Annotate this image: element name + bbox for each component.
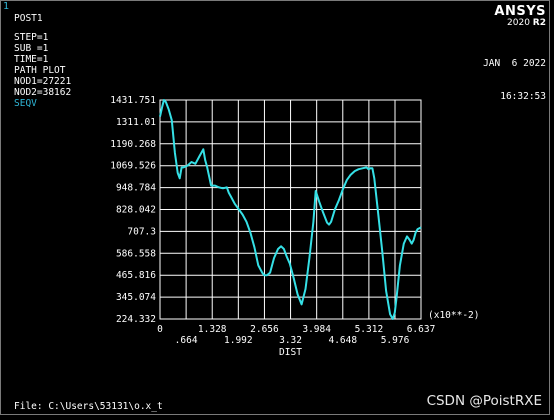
x-tick-label: 5.312: [355, 324, 384, 335]
info-nod1: NOD1=27221: [14, 76, 72, 87]
x-tick-label: 3.32: [279, 335, 302, 346]
csdn-watermark: CSDN @PoistRXE: [426, 393, 542, 409]
ansys-logo: ANSYS 2020 R2: [494, 4, 546, 28]
y-tick-label: 707.3: [127, 226, 156, 237]
plot-info-block: POST1 STEP=1 SUB =1 TIME=1 PATH PLOT NOD…: [14, 13, 71, 109]
y-tick-label: 224.332: [116, 314, 156, 325]
info-sub: SUB =1: [14, 43, 49, 54]
plot-date: JAN 6 2022: [483, 58, 546, 69]
timestamp: JAN 6 2022 16:32:53: [483, 36, 546, 113]
y-tick-label: 1069.526: [110, 161, 156, 172]
y-tick-label: 465.816: [116, 270, 156, 281]
x-tick-label: 1.992: [224, 335, 253, 346]
plot-time: 16:32:53: [500, 91, 546, 102]
y-tick-label: 345.074: [116, 292, 156, 303]
x-tick-label: 6.637: [407, 324, 436, 335]
info-path-plot: PATH PLOT: [14, 65, 66, 76]
info-step: STEP=1: [14, 32, 49, 43]
info-time: TIME=1: [14, 54, 49, 65]
brand-version: 2020 R2: [507, 18, 546, 28]
x-tick-label: 0: [157, 324, 163, 335]
x-tick-label: 3.984: [302, 324, 331, 335]
x-axis-label: DIST: [279, 347, 302, 358]
window-number: 1: [3, 1, 10, 12]
x-tick-label: .664: [175, 335, 198, 346]
file-path: File: C:\Users\53131\o.x_t: [14, 401, 163, 412]
y-tick-label: 1311.01: [116, 117, 156, 128]
x-tick-label: 2.656: [250, 324, 279, 335]
y-tick-label: 586.558: [116, 248, 156, 259]
y-tick-label: 828.042: [116, 204, 156, 215]
info-nod2: NOD2=38162: [14, 87, 72, 98]
result-label: SEQV: [14, 98, 37, 109]
y-tick-label: 948.784: [116, 183, 156, 194]
x-tick-label: 4.648: [328, 335, 357, 346]
x-tick-label: 5.976: [381, 335, 410, 346]
seqv-curve: [159, 99, 422, 320]
brand-name: ANSYS: [494, 4, 546, 19]
x-axis-multiplier: (x10**-2): [428, 310, 479, 321]
info-post: POST1: [14, 13, 43, 24]
y-tick-label: 1431.751: [110, 95, 156, 106]
y-tick-label: 1190.268: [110, 139, 156, 150]
x-tick-label: 1.328: [198, 324, 227, 335]
